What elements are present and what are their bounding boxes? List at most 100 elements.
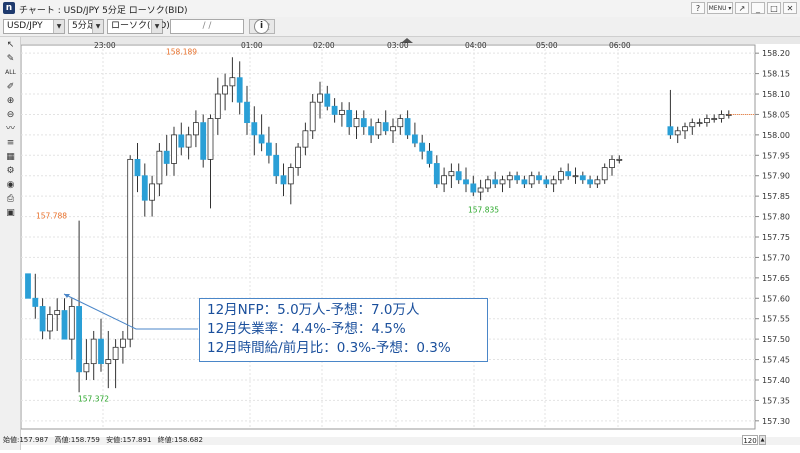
y-tick-label: 157.80 <box>762 213 790 222</box>
news-line-hourly-earnings: 12月時間給/前月比：0.3%-予想：0.3% <box>207 340 451 356</box>
x-tick-label: 01:00 <box>241 41 263 50</box>
candle-body <box>25 273 31 299</box>
candle-body <box>54 310 61 316</box>
candle-body <box>426 150 433 164</box>
candle-body <box>550 179 557 185</box>
candle-body <box>39 306 46 332</box>
candle-body <box>565 171 572 177</box>
y-tick-label: 157.85 <box>762 192 790 201</box>
ohlc-status: 始値:157.987 高値:158.759 安値:157.891 終値:158.… <box>3 435 207 445</box>
chevron-down-icon: ▼ <box>53 20 64 33</box>
indicator-icon[interactable]: 〰 <box>5 124 15 134</box>
eraser-icon[interactable]: ✐ <box>6 82 15 92</box>
ohlc-high: 高値:158.759 <box>54 436 100 444</box>
candle-body <box>251 122 258 136</box>
y-tick-label: 157.75 <box>762 233 790 242</box>
candlestick-chart[interactable]: 158.20 158.15 158.10 158.05 158.00 157.95 157.… <box>20 37 800 450</box>
popout-button[interactable]: ↗ <box>735 2 749 14</box>
ohlc-open: 始値:157.987 <box>3 436 49 444</box>
candle-body <box>192 122 199 136</box>
candle-body <box>46 314 53 332</box>
candle-body <box>704 118 710 124</box>
candle-body <box>711 118 718 120</box>
zoom-spinner[interactable]: ▲ <box>759 435 766 445</box>
y-tick-label: 158.10 <box>762 90 790 99</box>
zoom-out-icon[interactable]: ⊖ <box>6 110 15 120</box>
candle-body <box>609 158 615 168</box>
candle-body <box>178 134 185 148</box>
ohlc-low: 安値:157.891 <box>106 436 152 444</box>
date-input[interactable]: / / <box>170 19 244 34</box>
candle-body <box>149 183 156 201</box>
candle-body <box>127 158 134 340</box>
chevron-down-icon: ▼ <box>151 20 162 33</box>
chart-type-select[interactable]: ローソク(BID) ▼ <box>107 19 170 34</box>
candle-body <box>499 179 506 185</box>
candle-body <box>105 359 112 365</box>
x-tick-label: 02:00 <box>313 41 335 50</box>
zoom-in-icon[interactable]: ⊕ <box>6 96 15 106</box>
info-button[interactable]: i <box>254 19 269 34</box>
candle-body <box>83 363 90 373</box>
x-tick-label: 23:00 <box>94 41 116 50</box>
candle-body <box>470 183 477 193</box>
candle-body <box>273 154 280 177</box>
indicator-list-icon[interactable]: ≡ <box>6 138 15 148</box>
pre-high-price-label: 157.788 <box>36 211 67 220</box>
candle-body <box>61 310 68 340</box>
maximize-button[interactable]: □ <box>767 2 781 14</box>
y-tick-label: 158.20 <box>762 49 790 58</box>
later-low-price-label: 157.835 <box>468 205 499 214</box>
eye-icon[interactable]: ◉ <box>6 180 15 190</box>
candle-body <box>360 118 367 128</box>
settings-icon[interactable]: ⚙ <box>6 166 15 176</box>
candle-body <box>287 167 294 185</box>
news-connector-arrow <box>64 294 70 298</box>
candle-body <box>558 171 564 181</box>
candle-body <box>98 338 104 365</box>
news-line-unemployment: 12月失業率：4.4%-予想：4.5% <box>207 321 406 337</box>
y-tick-label: 157.40 <box>762 376 790 385</box>
pen-icon[interactable]: ✎ <box>6 54 15 64</box>
candle-body <box>200 122 207 160</box>
x-tick-label: 04:00 <box>465 41 487 50</box>
y-tick-label: 157.90 <box>762 172 790 181</box>
candle-body <box>689 122 696 128</box>
y-tick-label: 157.60 <box>762 294 790 303</box>
candle-body <box>601 167 608 181</box>
y-tick-label: 157.30 <box>762 417 790 426</box>
candle-body <box>484 179 491 189</box>
low-price-label: 157.372 <box>78 394 109 403</box>
candle-body <box>536 175 542 181</box>
candle-body <box>375 122 382 136</box>
grid-icon[interactable]: ▦ <box>6 152 15 162</box>
candle-body <box>368 126 375 136</box>
minimize-button[interactable]: _ <box>751 2 765 14</box>
save-icon[interactable]: ▣ <box>6 208 15 218</box>
pair-select[interactable]: USD/JPY ▼ <box>3 19 65 34</box>
cursor-icon[interactable]: ↖ <box>6 40 15 50</box>
y-tick-label: 157.45 <box>762 356 790 365</box>
candle-body <box>543 179 550 185</box>
candle-body <box>331 105 338 115</box>
y-tick-label: 157.70 <box>762 253 790 262</box>
y-tick-label: 158.00 <box>762 131 790 140</box>
timeframe-select[interactable]: 5分足 ▼ <box>68 19 104 34</box>
toolbar: USD/JPY ▼ 5分足 ▼ ローソク(BID) ▼ / / 検索 i <box>0 17 800 37</box>
y-tick-label: 157.95 <box>762 151 790 160</box>
scroll-up-icon <box>401 38 413 43</box>
help-button[interactable]: ? <box>691 2 705 14</box>
print-icon[interactable]: ⎙ <box>6 194 15 204</box>
close-button[interactable]: ✕ <box>783 2 797 14</box>
all-pen-icon[interactable]: ALL <box>5 69 16 76</box>
candle-body <box>229 77 236 87</box>
x-tick-label: 03:00 <box>387 41 409 50</box>
candle-body <box>514 175 521 181</box>
candle-body <box>463 179 469 185</box>
menu-button[interactable]: MENU ▾ <box>707 2 733 14</box>
window-title: チャート : USD/JPY 5分足 ローソク(BID) <box>19 6 188 16</box>
zoom-level-input[interactable]: 120 <box>742 435 758 445</box>
candle-body <box>265 142 272 156</box>
candle-body <box>667 126 674 136</box>
chart-svg[interactable]: 158.20 158.15 158.10 158.05 158.00 157.95 157.… <box>20 37 800 450</box>
